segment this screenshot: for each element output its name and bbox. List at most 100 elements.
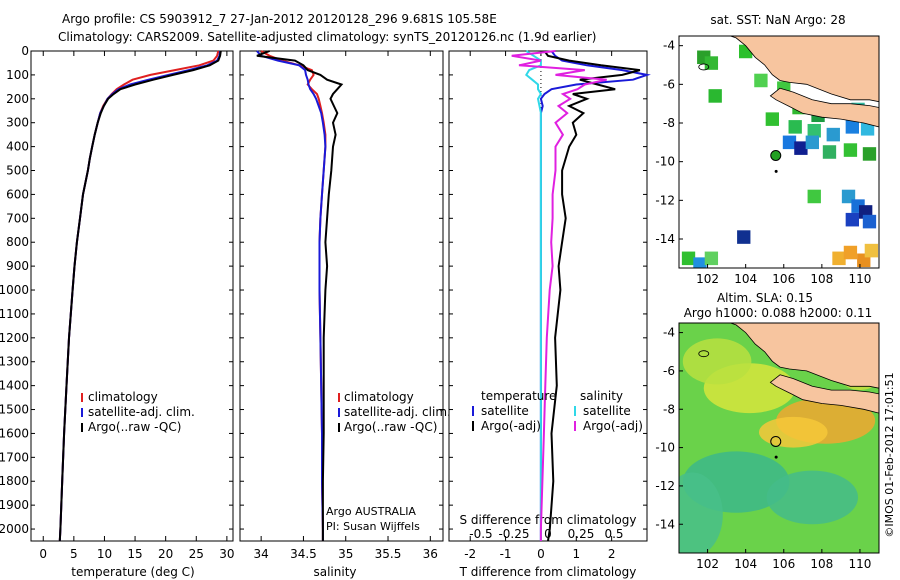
sst-pixel bbox=[782, 135, 797, 150]
map_sla-frame bbox=[678, 322, 880, 554]
difference-tick-label: -2 bbox=[464, 547, 476, 561]
imos-timestamp: ©IMOS 01-Feb-2012 17:01:51 bbox=[883, 372, 896, 537]
depth-tick-label: 1100 bbox=[0, 307, 29, 321]
land-mass-1 bbox=[769, 374, 879, 414]
salinity-series-1 bbox=[256, 50, 327, 541]
sla-anomaly-patch bbox=[766, 470, 859, 525]
sst-pixel bbox=[826, 127, 840, 142]
depth-tick-label: 2000 bbox=[0, 522, 29, 536]
difference-axis-label: T difference from climatology bbox=[459, 565, 637, 579]
temperature-legend-entry: satellite-adj. clim. bbox=[88, 405, 195, 419]
difference-legend-salinity-heading: salinity bbox=[580, 389, 623, 403]
depth-tick-label: 1900 bbox=[0, 498, 29, 512]
difference-tick-label: 0 bbox=[537, 547, 545, 561]
sst-pixel bbox=[693, 257, 707, 268]
map_sst-ytick-label: -4 bbox=[663, 39, 675, 53]
sst-pixel bbox=[860, 122, 875, 136]
map_sla-map: -4 -6 -8 -10 -12 -14 102 104 106 108 110 bbox=[655, 322, 880, 571]
temperature-tick-label: 15 bbox=[127, 547, 142, 561]
temperature-legend-entry: climatology bbox=[88, 390, 158, 404]
map_sst-xtick-label: 106 bbox=[772, 272, 795, 286]
sst-pixel bbox=[754, 73, 768, 88]
sst-pixel bbox=[704, 251, 719, 266]
map_sla-ytick-label: -10 bbox=[655, 441, 675, 455]
temperature-tick-label: 30 bbox=[219, 547, 234, 561]
map_sla-xtick-label: 110 bbox=[848, 557, 871, 571]
map_sla-ytick-label: -6 bbox=[663, 364, 675, 378]
depth-tick-label: 500 bbox=[6, 164, 29, 178]
land-mass-1 bbox=[769, 87, 879, 128]
s-tick-label: 0.25 bbox=[568, 527, 595, 541]
difference-tick-label: -1 bbox=[500, 547, 512, 561]
s-tick-label: -0.5 bbox=[469, 527, 492, 541]
map_sla-content bbox=[679, 323, 879, 553]
map_sst-xtick-label: 110 bbox=[848, 272, 871, 286]
salinity-series-2 bbox=[256, 50, 344, 541]
land-mass-0 bbox=[730, 323, 879, 389]
temperature-tick-label: 10 bbox=[97, 547, 112, 561]
depth-tick-label: 600 bbox=[6, 187, 29, 201]
sst-pixel bbox=[765, 112, 779, 126]
depth-tick-label: 1600 bbox=[0, 426, 29, 440]
sst-pixel bbox=[843, 143, 858, 157]
map_sla-xtick-label: 106 bbox=[772, 557, 795, 571]
salinity-tick-label: 34 bbox=[254, 547, 269, 561]
sst-pixel bbox=[737, 230, 751, 244]
depth-tick-label: 1500 bbox=[0, 403, 29, 417]
sst-pixel bbox=[832, 251, 846, 266]
s-axis-label: S difference from climatology bbox=[460, 513, 637, 527]
map_sla-ytick-label: -8 bbox=[663, 402, 675, 416]
sst-pixel bbox=[862, 214, 877, 229]
salinity-tick-label: 34.5 bbox=[290, 547, 317, 561]
land-mass-0 bbox=[730, 36, 879, 103]
salinity-panel-frame bbox=[239, 50, 444, 542]
temperature-tick-label: 25 bbox=[189, 547, 204, 561]
difference-legend-t-argo: Argo(-adj) bbox=[481, 419, 541, 433]
sst-pixel bbox=[805, 135, 819, 150]
difference-legend-temperature-heading: temperature bbox=[481, 389, 556, 403]
salinity-axis-label: salinity bbox=[313, 565, 356, 579]
temperature-panel-frame bbox=[30, 50, 234, 542]
sst-pixel bbox=[704, 56, 719, 70]
depth-tick-label: 1800 bbox=[0, 474, 29, 488]
temperature-tick-label: 5 bbox=[70, 547, 78, 561]
sst-pixel bbox=[843, 245, 858, 260]
map_sst-ytick-label: -10 bbox=[655, 155, 675, 169]
sst-pixel bbox=[845, 120, 859, 134]
depth-tick-label: 400 bbox=[6, 140, 29, 154]
depth-tick-label: 200 bbox=[6, 92, 29, 106]
difference-legend-s-sat: satellite bbox=[583, 404, 631, 418]
sla-anomaly-patch bbox=[679, 472, 723, 553]
sla-anomaly-patch bbox=[759, 416, 828, 448]
sst-pixel bbox=[864, 243, 879, 258]
s-tick-label: -0.25 bbox=[498, 527, 529, 541]
island-contour bbox=[698, 63, 710, 71]
sst-pixel bbox=[845, 212, 859, 227]
difference-tick-label: 1 bbox=[572, 547, 580, 561]
salinity-legend-entry: climatology bbox=[344, 390, 414, 404]
depth-tick-label: 0 bbox=[21, 44, 29, 58]
depth-tick-label: 800 bbox=[6, 235, 29, 249]
map_sst-xtick-label: 104 bbox=[734, 272, 757, 286]
map_sst-frame bbox=[678, 35, 880, 269]
depth-tick-label: 900 bbox=[6, 259, 29, 273]
difference-tick-label: 2 bbox=[608, 547, 616, 561]
temperature-tick-label: 20 bbox=[158, 547, 173, 561]
difference-legend-t-sat: satellite bbox=[481, 404, 529, 418]
map_sla-xtick-label: 104 bbox=[734, 557, 757, 571]
christmas-island-dot bbox=[774, 455, 778, 459]
map_sst-ytick-label: -6 bbox=[663, 77, 675, 91]
depth-tick-label: 100 bbox=[6, 68, 29, 82]
salinity-legend-entry: Argo(..raw -QC) bbox=[344, 420, 437, 434]
temperature-legend-entry: Argo(..raw -QC) bbox=[88, 420, 181, 434]
sst-pixel bbox=[794, 141, 808, 155]
depth-tick-label: 1000 bbox=[0, 283, 29, 297]
temperature-series-2 bbox=[58, 50, 222, 542]
map_sst-map: -4 -6 -8 -10 -12 -14 102 104 106 108 110 bbox=[655, 35, 880, 286]
map_sla-ytick-label: -4 bbox=[663, 326, 675, 340]
sst-map-title: sat. SST: NaN Argo: 28 bbox=[710, 13, 845, 27]
s-tick-label: 0 bbox=[544, 527, 552, 541]
sst-pixel bbox=[822, 145, 837, 159]
difference-legend-s-argo: Argo(-adj) bbox=[583, 419, 643, 433]
